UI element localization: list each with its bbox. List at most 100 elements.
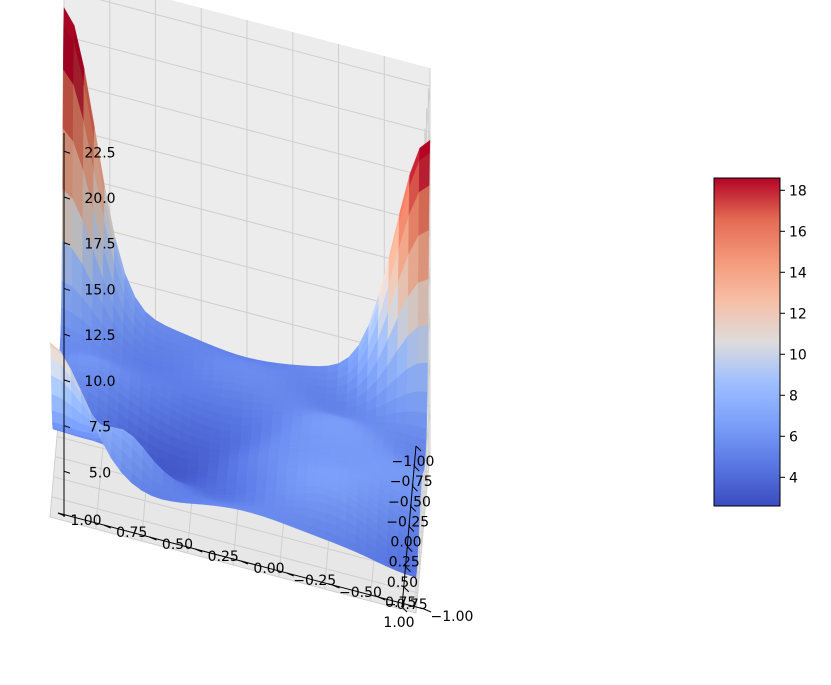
- surface-facet: [299, 438, 312, 445]
- z-tick: [63, 379, 71, 383]
- surface-facet: [274, 499, 286, 507]
- surface-facet: [295, 485, 307, 494]
- axis-lines-and-ticks: −1.00−0.75−0.50−0.250.000.250.500.751.00…: [57, 133, 474, 631]
- surface-facet: [310, 429, 322, 436]
- surface-facet: [305, 485, 317, 494]
- surface-facet: [418, 185, 430, 237]
- surface-facet: [241, 416, 253, 425]
- y-tick: [378, 596, 386, 601]
- colorbar-tick-label: 6: [789, 429, 798, 445]
- surface-facet: [406, 363, 418, 395]
- surface-facet: [252, 409, 264, 418]
- surface-facet: [205, 485, 217, 490]
- surface-facet: [418, 230, 430, 284]
- surface-facet: [61, 240, 73, 287]
- surface-facet: [395, 411, 407, 425]
- surface-facet: [173, 361, 185, 369]
- surface-facet: [417, 279, 429, 328]
- z-tick-label: 20.0: [84, 191, 115, 207]
- z-tick-label: 12.5: [84, 328, 115, 344]
- y-tick-label: −0.75: [385, 597, 428, 613]
- z-tick-label: 17.5: [84, 237, 115, 253]
- colorbar-tick-label: 12: [789, 306, 807, 322]
- surface-facet: [284, 499, 296, 508]
- surface-facet: [375, 414, 387, 424]
- surface-facet: [193, 368, 205, 375]
- surface-facet: [242, 392, 254, 403]
- x-tick-label: 0.00: [390, 535, 421, 551]
- gridline-y: [415, 68, 431, 614]
- surface-facet: [287, 459, 299, 465]
- surface-facet: [312, 417, 324, 422]
- surface-facet: [278, 447, 290, 453]
- surface-facet: [416, 362, 428, 393]
- surface-facet: [285, 492, 297, 501]
- x-tick-label: 0.75: [385, 595, 416, 611]
- colorbar: 4 6 8 10 12 14 16 18: [713, 177, 807, 507]
- surface-facet: [213, 374, 225, 382]
- y-tick-label: 1.00: [70, 513, 101, 529]
- colorbar-gradient: [714, 178, 780, 506]
- y-tick-label: −0.50: [339, 585, 382, 601]
- z-tick-label: 22.5: [84, 145, 115, 161]
- surface-facet: [295, 492, 307, 501]
- surface-facet: [204, 359, 216, 365]
- surface-facet: [298, 459, 310, 465]
- x-tick: [412, 485, 418, 492]
- x-tick: [405, 566, 411, 573]
- surface-facet: [311, 420, 323, 426]
- surface-facet: [198, 453, 210, 460]
- surface-facet: [215, 487, 227, 493]
- x-tick-label: 0.25: [389, 555, 420, 571]
- surface-facet: [288, 455, 300, 461]
- y-tick: [332, 584, 340, 589]
- surface-facet: [224, 495, 236, 499]
- x-tick: [408, 526, 415, 532]
- z-tick-label: 7.5: [89, 420, 111, 436]
- surface-facet: [317, 372, 329, 381]
- y-tick: [103, 524, 111, 529]
- surface-facet: [193, 358, 206, 365]
- surface-facet: [312, 415, 324, 419]
- x-tick-label: −0.25: [386, 514, 429, 530]
- y-tick-label: −1.00: [431, 609, 474, 625]
- z-tick-label: 5.0: [89, 465, 111, 481]
- surface-facet: [289, 447, 301, 453]
- y-tick-label: −0.25: [293, 573, 336, 589]
- y-tick: [423, 608, 432, 613]
- surface-facet: [186, 477, 198, 482]
- y-tick: [149, 536, 157, 541]
- surface-facet: [193, 363, 205, 369]
- surface-facet: [220, 436, 232, 444]
- z-tick: [63, 333, 71, 337]
- surface-facet: [173, 355, 185, 364]
- surface-facet: [289, 438, 301, 445]
- z-tick: [63, 150, 71, 154]
- colorbar-tick-label: 8: [789, 388, 798, 404]
- y-tick: [57, 512, 66, 517]
- surface-facet: [220, 429, 232, 439]
- surface-facet: [183, 357, 195, 364]
- surface-facet: [177, 463, 189, 472]
- surface-facet: [213, 368, 225, 376]
- surface-facet: [306, 475, 318, 481]
- surface-facet: [232, 390, 244, 401]
- surface-facet: [416, 391, 428, 414]
- z-tick: [63, 470, 71, 474]
- colorbar-frame: [713, 177, 781, 507]
- colorbar-tick-label: 4: [789, 470, 798, 486]
- y-tick: [286, 572, 294, 577]
- surface-facet: [405, 411, 417, 427]
- surface-facet: [307, 467, 319, 472]
- surface-facet: [187, 464, 199, 472]
- surface-facet: [183, 362, 195, 369]
- y-tick: [195, 548, 203, 553]
- y-tick-label: 0.25: [208, 549, 239, 565]
- surface-facet: [300, 429, 312, 436]
- x-tick-label: −0.50: [388, 494, 431, 510]
- surface-facet: [213, 363, 225, 370]
- surface-facet: [385, 412, 397, 424]
- x-tick: [406, 546, 413, 552]
- surface-facet: [405, 570, 417, 578]
